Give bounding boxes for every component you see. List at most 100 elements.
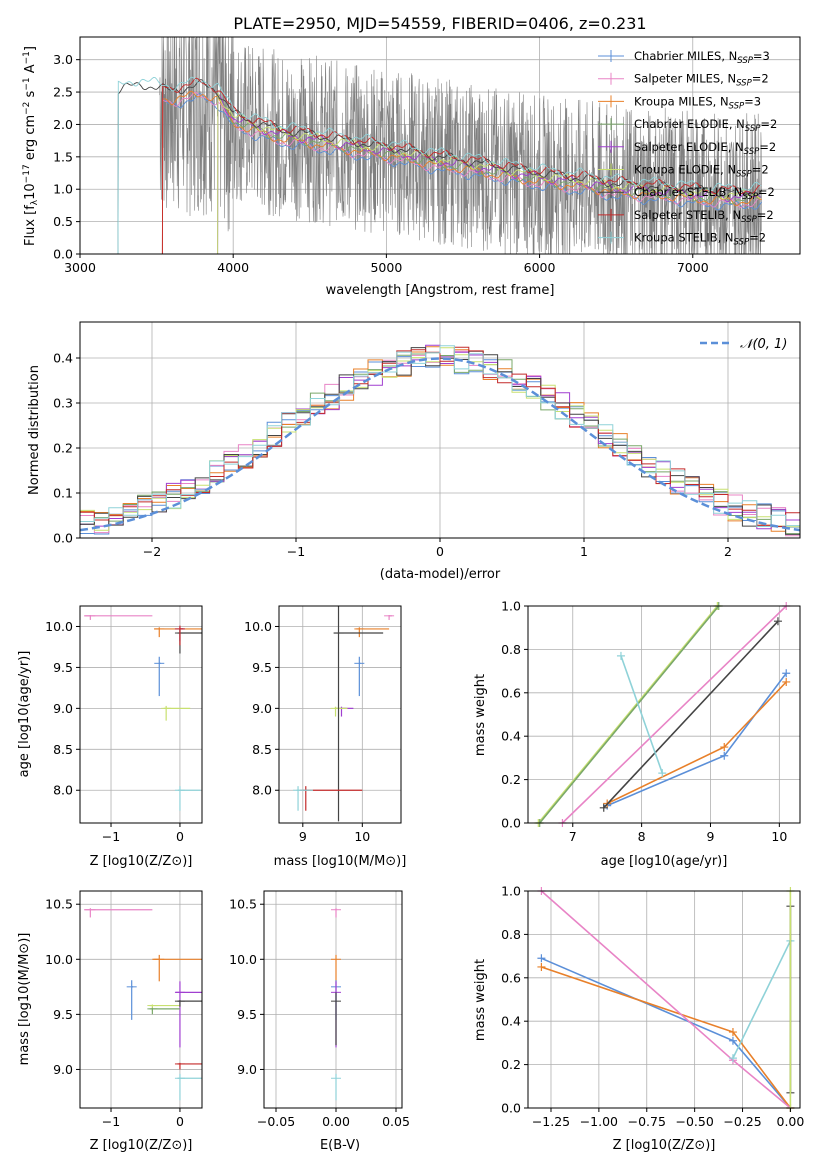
- residual-histogram-kroupa_stelib: [80, 345, 800, 527]
- y-tick-label: 9.5: [53, 1007, 73, 1022]
- x-tick-label: 0.05: [382, 1114, 410, 1129]
- y-tick-label: 0.2: [53, 441, 73, 456]
- weight-vs-age-xlabel: age [log10(age/yr)]: [601, 854, 728, 869]
- axes: −1.25 −1.00 −0.75 −0.50 −0.25 0.00 0.0 0.2 0.4 0.…: [501, 884, 804, 1130]
- axes: −1 0 8.0 8.5 9.0 9.5 10.0: [45, 619, 184, 844]
- mass-vs-z-ylabel: mass [log10(M/M⊙)]: [17, 933, 32, 1066]
- y-tick-label: 10.0: [45, 619, 73, 634]
- y-tick-label: 0.4: [501, 1014, 521, 1029]
- weight-point-kroupa_miles: [720, 743, 729, 752]
- y-tick-label: 8.0: [53, 783, 73, 798]
- mass-vs-z-panel: −1 0 9.0 9.5 10.0 10.5: [45, 890, 203, 1129]
- model-spectrum-chabrier_elodie: [217, 94, 762, 255]
- plot-area: [534, 602, 791, 827]
- model-spectrum-kroupa_stelib: [117, 76, 762, 255]
- mass-vs-z-xlabel: Z [log10(Z/Z⊙)]: [90, 1138, 193, 1153]
- residual-legend: 𝒩(0, 1): [700, 337, 787, 352]
- axes: 9 10 8.0 8.5 9.0 9.5 10.0: [244, 619, 370, 844]
- legend-label: Chabrier MILES, NSSP=3: [634, 49, 770, 66]
- x-tick-label: 0: [176, 829, 184, 844]
- weight-point-chabrier_miles: [537, 954, 546, 963]
- legend-label: Kroupa ELODIE, NSSP=2: [634, 163, 769, 180]
- weight-point-chabrier_miles: [782, 669, 791, 678]
- x-tick-label: −1.00: [580, 1114, 618, 1129]
- panel-frame: [527, 890, 801, 1109]
- x-tick-label: 7000: [677, 260, 709, 275]
- legend-label: Salpeter ELODIE, NSSP=2: [634, 140, 776, 157]
- y-tick-label: 9.0: [53, 701, 73, 716]
- age-vs-mass-xlabel: mass [log10(M/M⊙)]: [274, 854, 407, 869]
- y-tick-label: 9.0: [53, 1062, 73, 1077]
- weight-point-chabrier_miles: [720, 751, 729, 760]
- y-tick-label: 0.4: [501, 729, 521, 744]
- weight-point-kroupa_miles: [782, 677, 791, 686]
- y-tick-label: 0.1: [53, 486, 73, 501]
- x-tick-label: −0.05: [257, 1114, 295, 1129]
- spectrum-title: PLATE=2950, MJD=54559, FIBERID=0406, z=0…: [233, 14, 646, 33]
- y-tick-label: 10.0: [229, 952, 257, 967]
- y-tick-label: 8.0: [252, 783, 272, 798]
- x-tick-label: 0.00: [777, 1114, 805, 1129]
- spectrum-ylabel: Flux [fλ10−17 erg cm−2 s−1 A−1]: [22, 46, 40, 246]
- y-tick-label: 1.5: [53, 149, 73, 164]
- y-tick-label: 2.5: [53, 85, 73, 100]
- weight-vs-z-ylabel: mass weight: [473, 959, 488, 1041]
- axes: −0.05 0.00 0.05 9.0 9.5 10.0 10.5: [229, 897, 410, 1129]
- y-tick-label: 9.5: [53, 660, 73, 675]
- y-tick-label: 0.3: [53, 396, 73, 411]
- weight-line-kroupa_stelib: [620, 655, 664, 774]
- age-vs-z-xlabel: Z [log10(Z/Z⊙)]: [90, 854, 193, 869]
- x-tick-label: 6000: [524, 260, 556, 275]
- legend-label: Kroupa MILES, NSSP=3: [634, 94, 761, 111]
- y-tick-label: 0.2: [501, 1057, 521, 1072]
- weight-line-kroupa_elodie: [537, 605, 719, 824]
- axes: 7 8 9 10 0.0 0.2 0.4 0.6 0.8 1.0: [501, 599, 787, 845]
- y-tick-label: 9.5: [252, 660, 272, 675]
- weight-point-chabrier_stelib: [599, 803, 608, 812]
- x-tick-label: 9: [299, 829, 307, 844]
- plot-area: [537, 887, 795, 1112]
- legend-label: Salpeter MILES, NSSP=2: [634, 72, 769, 89]
- panel-frame: [263, 890, 403, 1109]
- y-tick-label: 0.0: [53, 247, 73, 262]
- age-vs-z-panel: −1 0 8.0 8.5 9.0 9.5 10.0: [45, 605, 203, 844]
- x-tick-label: 4000: [217, 260, 249, 275]
- age-vs-z-ylabel: age [log10(age/yr)]: [17, 651, 32, 778]
- weight-point-kroupa_miles: [537, 962, 546, 971]
- grid: [279, 606, 401, 823]
- x-tick-label: −0.75: [628, 1114, 666, 1129]
- x-tick-label: −1: [102, 829, 120, 844]
- y-tick-label: 9.0: [252, 701, 272, 716]
- weight-line-kroupa_stelib: [732, 940, 792, 1059]
- mass-vs-ebv-xlabel: E(B-V): [320, 1138, 360, 1153]
- y-tick-label: 3.0: [53, 52, 73, 67]
- x-tick-label: 8: [638, 829, 646, 844]
- x-tick-label: 3000: [64, 260, 96, 275]
- normal-legend-label: 𝒩(0, 1): [740, 337, 787, 352]
- plot-area: [293, 606, 395, 822]
- y-tick-label: 8.5: [53, 742, 73, 757]
- x-tick-label: −0.25: [723, 1114, 761, 1129]
- weight-point-chabrier_stelib: [773, 617, 782, 626]
- model-spectrum-salpeter_stelib: [161, 77, 762, 255]
- weight-point-kroupa_miles: [728, 1028, 737, 1037]
- y-tick-label: 0.0: [501, 816, 521, 831]
- y-tick-label: 0.5: [53, 214, 73, 229]
- y-tick-label: 2.0: [53, 117, 73, 132]
- weight-point-chabrier_miles: [728, 1036, 737, 1045]
- panel-frame: [79, 605, 203, 824]
- weight-vs-z-panel: −1.25 −1.00 −0.75 −0.50 −0.25 0.00 0.0 0.2 0.4 0.…: [501, 884, 804, 1130]
- spectrum-frame: [79, 36, 801, 255]
- y-tick-label: 1.0: [53, 182, 73, 197]
- residual-xlabel: (data-model)/error: [380, 567, 501, 582]
- y-tick-label: 0.6: [501, 970, 521, 985]
- weight-vs-z-xlabel: Z [log10(Z/Z⊙)]: [613, 1138, 716, 1153]
- x-tick-label: 10: [771, 829, 787, 844]
- x-tick-label: −1.25: [532, 1114, 570, 1129]
- panel-frame: [278, 605, 402, 824]
- x-tick-label: 0.00: [322, 1114, 350, 1129]
- y-tick-label: 0.0: [501, 1101, 521, 1116]
- plot-area: [84, 908, 202, 1101]
- y-tick-label: 10.5: [45, 897, 73, 912]
